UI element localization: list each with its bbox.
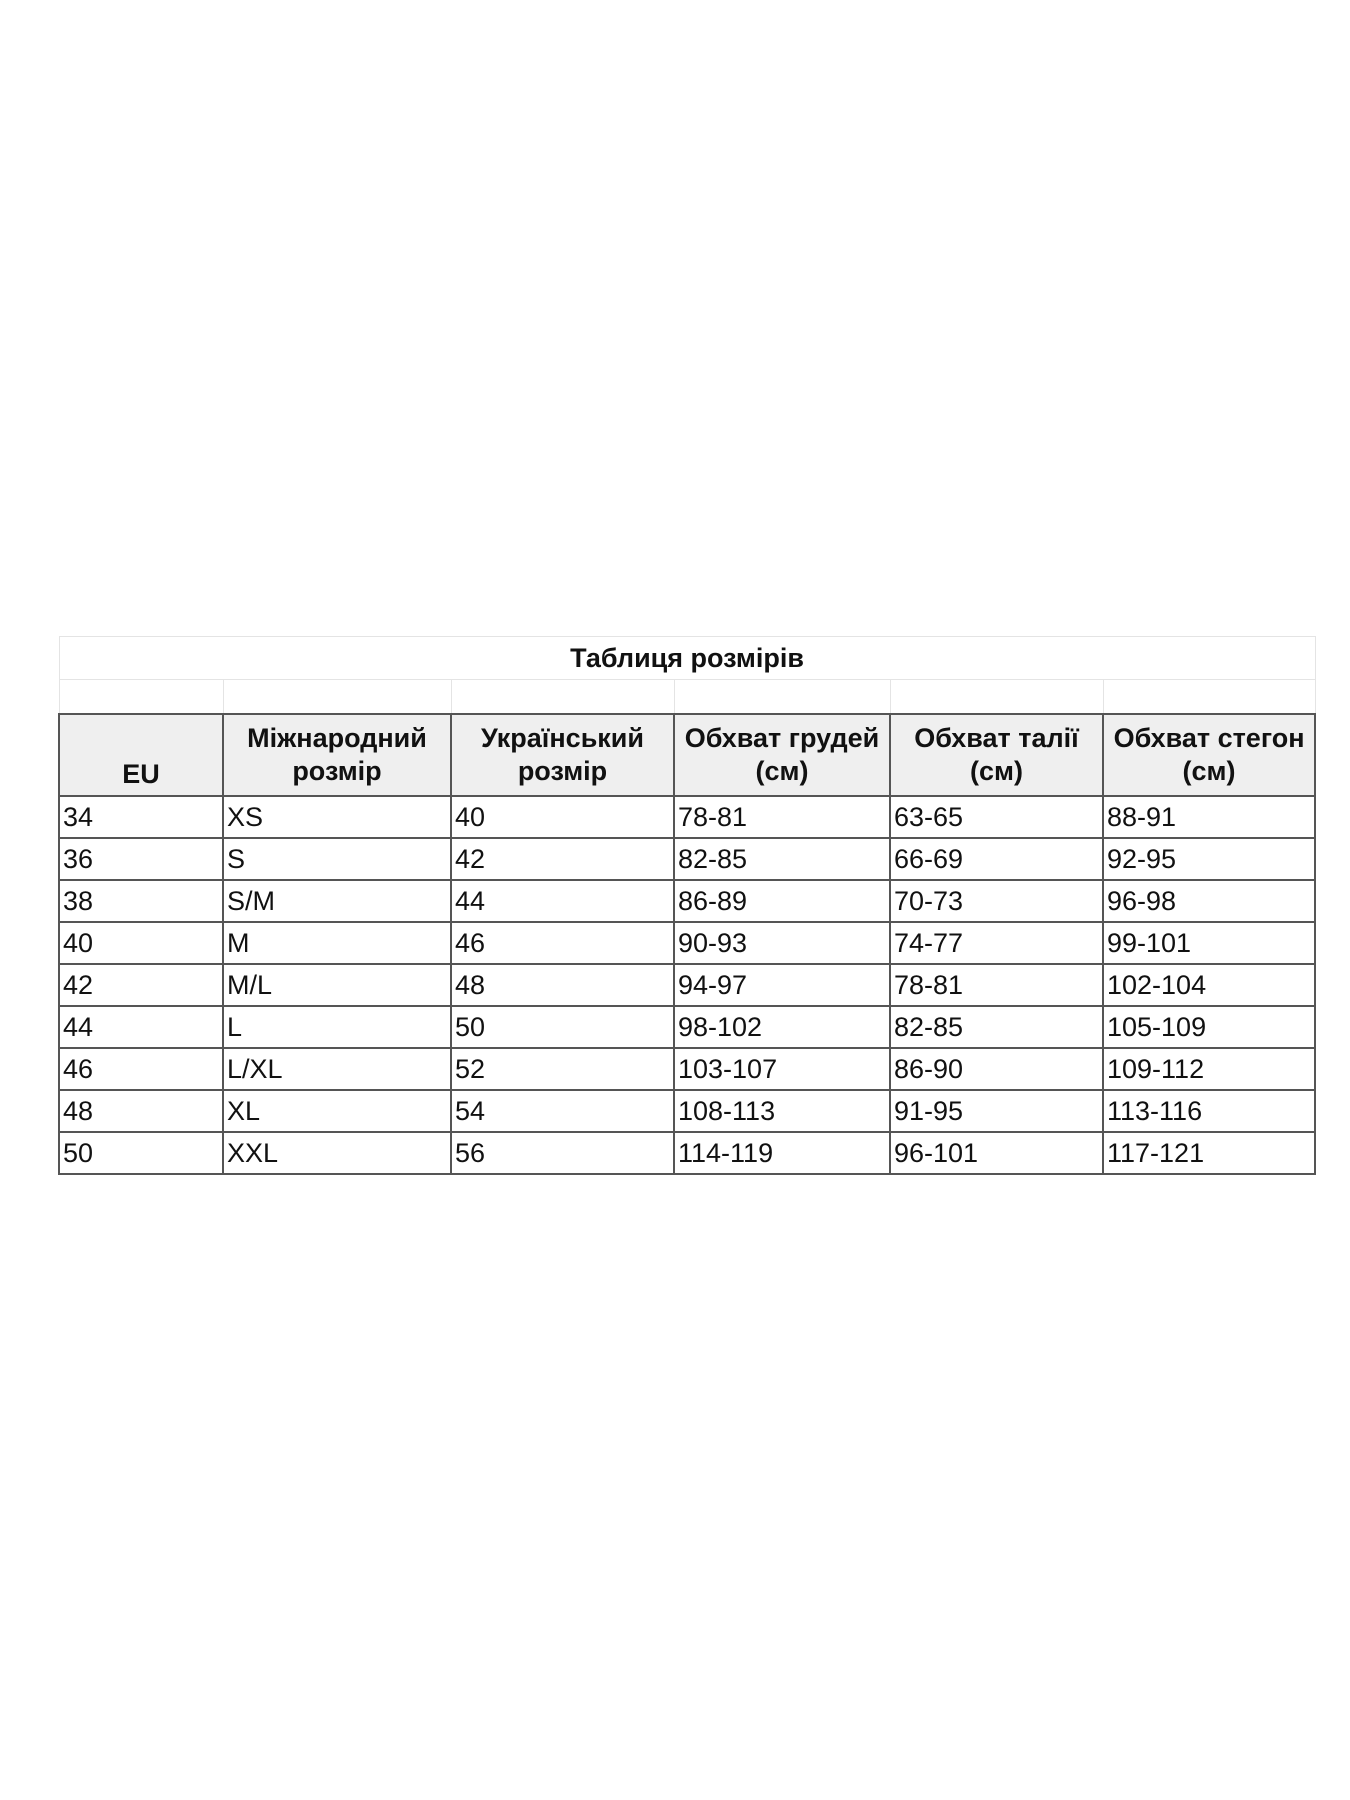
cell-ukrainian: 42 <box>450 837 675 881</box>
cell-waist: 86-90 <box>889 1047 1104 1091</box>
cell-eu: 38 <box>58 879 224 923</box>
cell-hips: 96-98 <box>1101 879 1317 923</box>
cell-waist: 63-65 <box>889 795 1104 839</box>
cell-chest: 98-102 <box>673 1005 891 1049</box>
size-chart: Таблиця розмірів EU Міжнародний розмір У… <box>58 636 1317 1175</box>
header-chest: Обхват грудей (см) <box>673 713 891 797</box>
cell-eu: 40 <box>58 921 224 965</box>
cell-international: XL <box>222 1089 452 1133</box>
cell-hips: 117-121 <box>1101 1131 1317 1175</box>
cell-eu: 50 <box>58 1131 224 1175</box>
cell-waist: 78-81 <box>889 963 1104 1007</box>
cell-international: XS <box>222 795 452 839</box>
cell-international: S <box>222 837 452 881</box>
table-row: 44 L 50 98-102 82-85 105-109 <box>58 1005 1317 1049</box>
table-row: 38 S/M 44 86-89 70-73 96-98 <box>58 879 1317 923</box>
cell-ukrainian: 52 <box>450 1047 675 1091</box>
cell-hips: 92-95 <box>1101 837 1317 881</box>
cell-international: XXL <box>222 1131 452 1175</box>
cell-hips: 99-101 <box>1101 921 1317 965</box>
table-row: 46 L/XL 52 103-107 86-90 109-112 <box>58 1047 1317 1091</box>
cell-chest: 86-89 <box>673 879 891 923</box>
cell-international: L <box>222 1005 452 1049</box>
cell-ukrainian: 44 <box>450 879 675 923</box>
cell-eu: 36 <box>58 837 224 881</box>
cell-chest: 108-113 <box>673 1089 891 1133</box>
cell-ukrainian: 48 <box>450 963 675 1007</box>
header-international-size: Міжнародний розмір <box>222 713 452 797</box>
cell-chest: 94-97 <box>673 963 891 1007</box>
header-hips: Обхват стегон (см) <box>1101 713 1317 797</box>
cell-chest: 90-93 <box>673 921 891 965</box>
cell-waist: 96-101 <box>889 1131 1104 1175</box>
header-waist: Обхват талії (см) <box>889 713 1104 797</box>
cell-ukrainian: 46 <box>450 921 675 965</box>
cell-ukrainian: 54 <box>450 1089 675 1133</box>
table-row: 48 XL 54 108-113 91-95 113-116 <box>58 1089 1317 1133</box>
header-eu: EU <box>58 713 224 797</box>
cell-eu: 44 <box>58 1005 224 1049</box>
header-ukrainian-size: Український розмір <box>450 713 675 797</box>
cell-waist: 70-73 <box>889 879 1104 923</box>
cell-international: M/L <box>222 963 452 1007</box>
cell-chest: 103-107 <box>673 1047 891 1091</box>
cell-hips: 88-91 <box>1101 795 1317 839</box>
cell-eu: 34 <box>58 795 224 839</box>
cell-ukrainian: 50 <box>450 1005 675 1049</box>
cell-ukrainian: 40 <box>450 795 675 839</box>
cell-waist: 82-85 <box>889 1005 1104 1049</box>
cell-chest: 82-85 <box>673 837 891 881</box>
cell-waist: 74-77 <box>889 921 1104 965</box>
table-row: 42 M/L 48 94-97 78-81 102-104 <box>58 963 1317 1007</box>
table-row: 34 XS 40 78-81 63-65 88-91 <box>58 795 1317 839</box>
table-row: 40 M 46 90-93 74-77 99-101 <box>58 921 1317 965</box>
cell-chest: 78-81 <box>673 795 891 839</box>
cell-eu: 42 <box>58 963 224 1007</box>
cell-eu: 46 <box>58 1047 224 1091</box>
cell-international: L/XL <box>222 1047 452 1091</box>
cell-chest: 114-119 <box>673 1131 891 1175</box>
blank-row <box>58 679 1316 715</box>
cell-hips: 109-112 <box>1101 1047 1317 1091</box>
cell-international: M <box>222 921 452 965</box>
header-row: EU Міжнародний розмір Український розмір… <box>58 713 1317 797</box>
cell-hips: 113-116 <box>1101 1089 1317 1133</box>
cell-eu: 48 <box>58 1089 224 1133</box>
table-title: Таблиця розмірів <box>58 636 1316 680</box>
cell-international: S/M <box>222 879 452 923</box>
size-table: Таблиця розмірів EU Міжнародний розмір У… <box>58 636 1317 1175</box>
cell-waist: 91-95 <box>889 1089 1104 1133</box>
cell-hips: 102-104 <box>1101 963 1317 1007</box>
cell-ukrainian: 56 <box>450 1131 675 1175</box>
table-row: 50 XXL 56 114-119 96-101 117-121 <box>58 1131 1317 1175</box>
cell-hips: 105-109 <box>1101 1005 1317 1049</box>
table-row: 36 S 42 82-85 66-69 92-95 <box>58 837 1317 881</box>
cell-waist: 66-69 <box>889 837 1104 881</box>
